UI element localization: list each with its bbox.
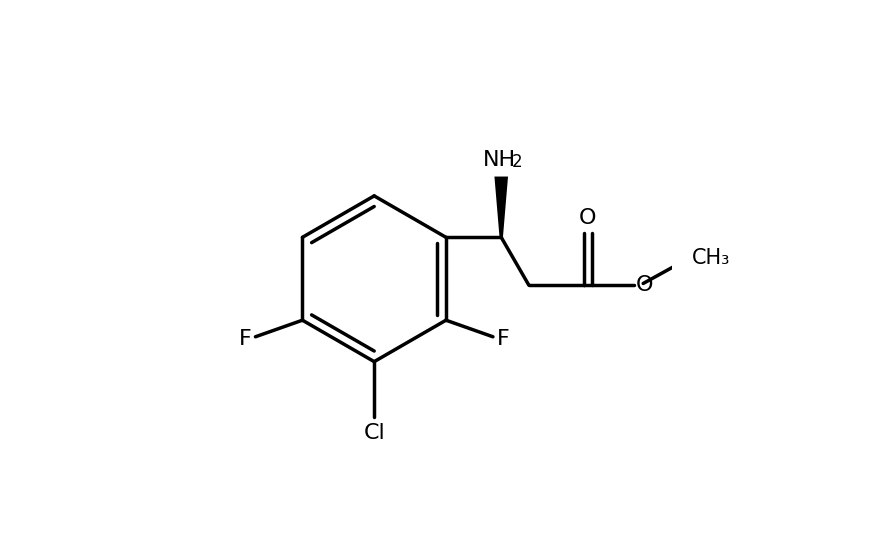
Polygon shape bbox=[495, 177, 508, 237]
Text: F: F bbox=[497, 329, 510, 349]
Text: O: O bbox=[579, 208, 597, 227]
Text: 2: 2 bbox=[513, 153, 522, 172]
Text: F: F bbox=[238, 329, 251, 349]
Text: O: O bbox=[636, 275, 653, 295]
Text: CH₃: CH₃ bbox=[693, 247, 731, 268]
Text: NH: NH bbox=[483, 150, 516, 170]
Text: Cl: Cl bbox=[363, 423, 385, 443]
